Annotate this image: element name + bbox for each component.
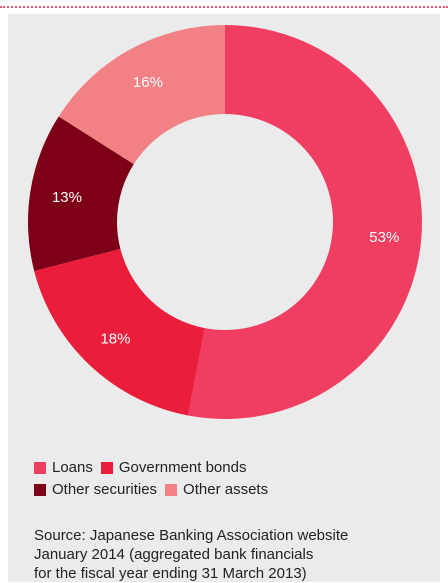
legend: Loans Government bonds Other securities … (34, 457, 434, 501)
legend-item-other-securities: Other securities (34, 479, 157, 501)
donut-slice-loans (188, 25, 422, 419)
source-line-1: Source: Japanese Banking Association web… (34, 527, 349, 544)
legend-swatch-government-bonds (100, 462, 113, 474)
legend-label-loans: Loans (52, 459, 93, 476)
legend-item-other-assets: Other assets (165, 479, 268, 501)
legend-swatch-loans (34, 462, 46, 474)
slice-label-other-securities: 13% (52, 189, 82, 206)
legend-label-other-assets: Other assets (183, 481, 269, 498)
legend-row-1: Loans Government bonds (34, 457, 434, 479)
donut-slice-other-securities (28, 116, 134, 271)
donut-slice-other-assets (58, 25, 225, 165)
legend-row-2: Other securities Other assets (34, 479, 434, 501)
legend-swatch-other-assets (165, 484, 178, 496)
source-note: Source: Japanese Banking Association web… (34, 526, 444, 583)
legend-item-loans: Loans (34, 457, 93, 479)
legend-label-other-securities: Other securities (52, 481, 158, 498)
legend-item-government-bonds: Government bonds (100, 457, 247, 479)
chart-panel: 53% 18% 13% 16% Loans Government bonds Othe… (8, 14, 440, 582)
source-line-3: for the fiscal year ending 31 March 2013… (34, 565, 307, 582)
top-dotted-rule (0, 6, 448, 8)
donut-slice-government-bonds (34, 248, 205, 416)
source-line-2: January 2014 (aggregated bank financials (34, 546, 314, 563)
donut-chart: 53% 18% 13% 16% (28, 25, 422, 419)
slice-label-loans: 53% (369, 229, 399, 246)
slice-label-other-assets: 16% (133, 74, 163, 91)
slice-label-government-bonds: 18% (100, 331, 130, 348)
legend-swatch-other-securities (34, 484, 46, 496)
legend-label-government-bonds: Government bonds (118, 459, 247, 476)
